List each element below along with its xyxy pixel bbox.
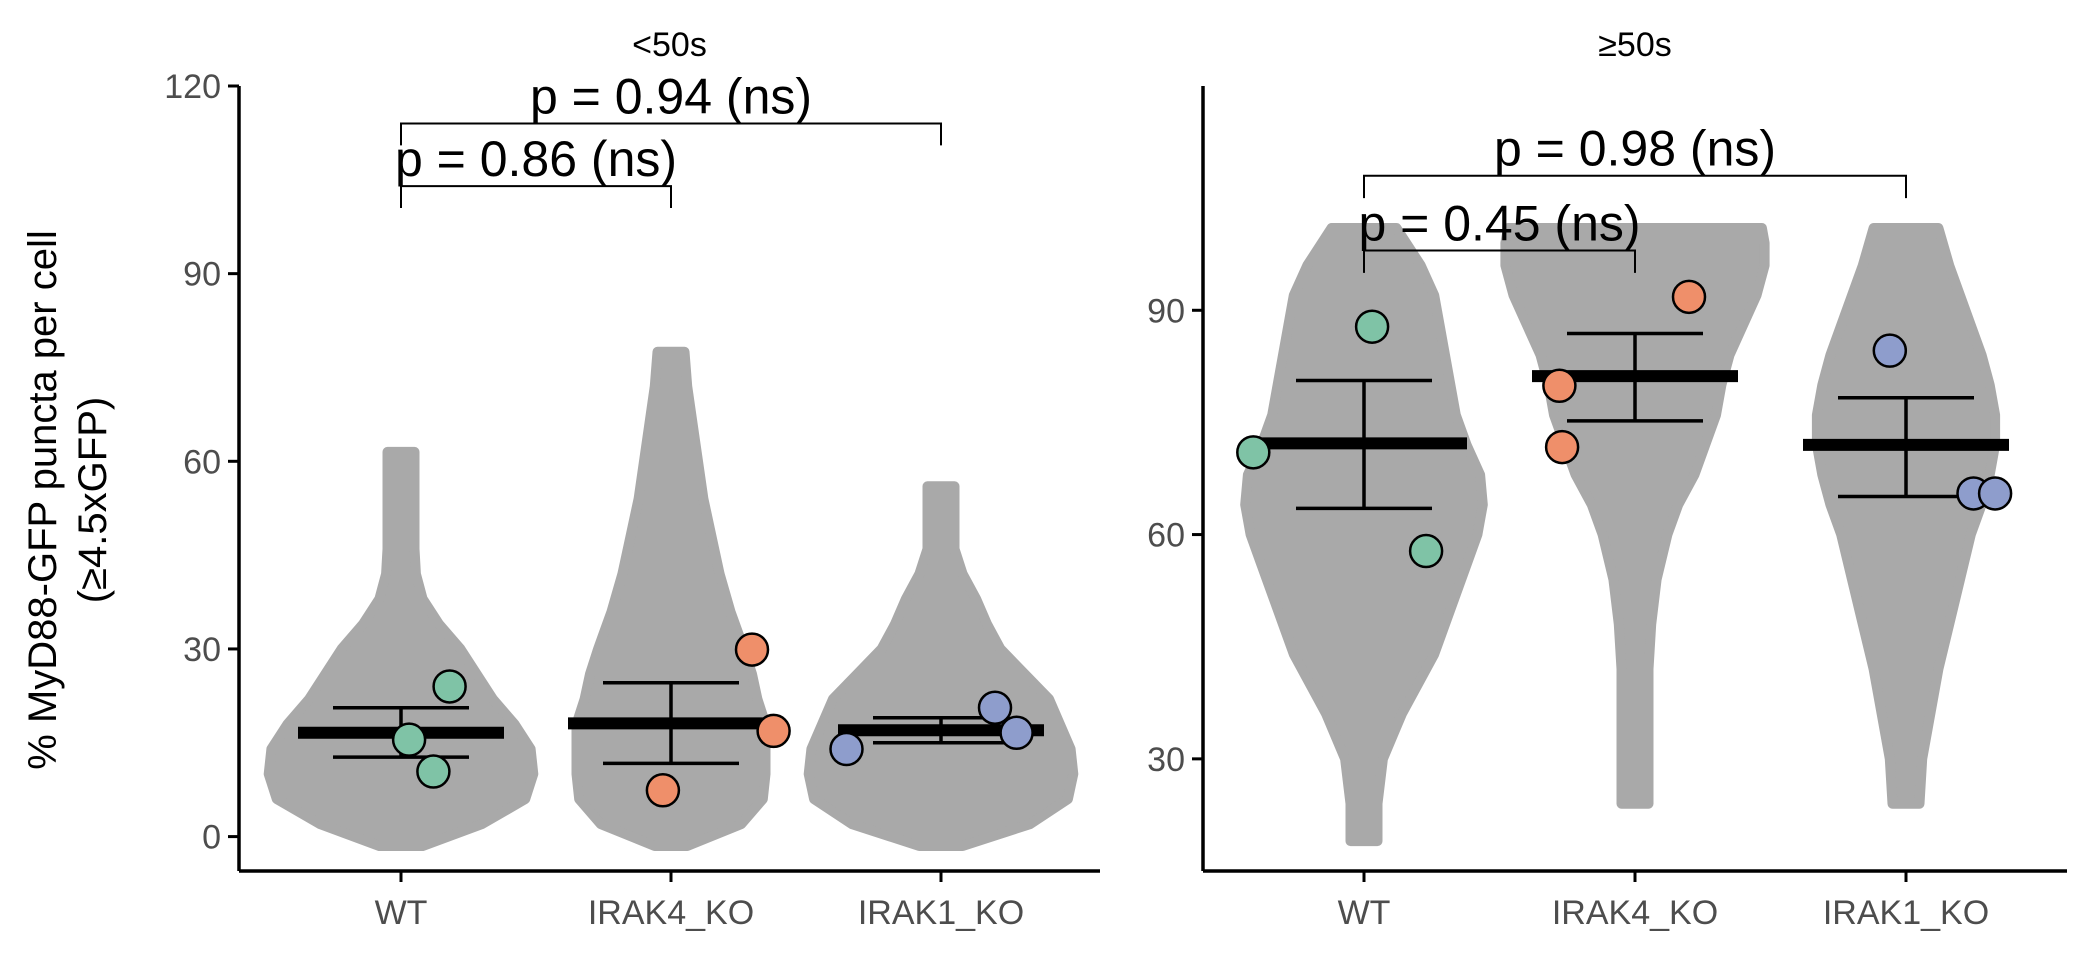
summary-WT xyxy=(1261,378,1467,511)
panels: <50s p = 0.94 (ns) p = 0.86 (ns) 0 30 60 90 120… xyxy=(164,26,2067,932)
point-IRAK1_KO xyxy=(1872,333,1908,368)
bracket-WT-IRAK1_KO: p = 0.98 (ns) xyxy=(1363,121,1907,199)
point-IRAK4_KO xyxy=(1544,429,1580,465)
point-WT xyxy=(416,754,451,789)
x-tick-label: IRAK4_KO xyxy=(1552,894,1718,932)
bracket-WT-IRAK1_KO: p = 0.94 (ns) xyxy=(400,69,942,146)
bracket-line xyxy=(1363,249,1636,273)
bracket-line xyxy=(400,122,942,146)
violin-IRAK1_KO xyxy=(803,481,1079,851)
y-tick-label: 90 xyxy=(183,256,221,294)
y-axis-label-line1: % MyD88-GFP puncta per cell xyxy=(21,230,65,769)
y-tick-label: 30 xyxy=(1147,741,1185,779)
bracket-line xyxy=(1363,174,1907,199)
violin-IRAK1_KO xyxy=(1811,223,2001,809)
panel-2: ≥50s p = 0.98 (ns) p = 0.45 (ns) 30 60 90 WT IR… xyxy=(1147,26,2067,932)
bracket-label: p = 0.98 (ns) xyxy=(1494,121,1776,177)
x-tick-label: IRAK4_KO xyxy=(588,894,754,932)
bracket-label: p = 0.94 (ns) xyxy=(530,69,812,125)
violin-IRAK4_KO xyxy=(1500,223,1770,809)
y-axis-label-line2: (≥4.5xGFP) xyxy=(71,397,115,603)
y-tick-label: 60 xyxy=(1147,517,1185,555)
point-WT xyxy=(1354,309,1390,344)
x-tick-label: WT xyxy=(1338,894,1391,932)
bracket-WT-IRAK4_KO: p = 0.86 (ns) xyxy=(395,131,677,208)
x-tick-label: IRAK1_KO xyxy=(858,894,1024,932)
y-tick-label: 90 xyxy=(1147,292,1185,330)
point-WT xyxy=(432,669,467,704)
point-WT xyxy=(1408,533,1444,569)
bracket-WT-IRAK4_KO: p = 0.45 (ns) xyxy=(1358,195,1641,273)
y-tick-label: 60 xyxy=(183,443,221,481)
facet-title: <50s xyxy=(632,26,707,64)
x-tick-label: IRAK1_KO xyxy=(1823,894,1989,932)
point-IRAK4_KO xyxy=(1671,279,1707,315)
summary-IRAK4_KO xyxy=(568,680,774,766)
point-IRAK4_KO xyxy=(756,713,791,749)
bracket-label: p = 0.45 (ns) xyxy=(1358,195,1640,251)
point-IRAK4_KO xyxy=(734,632,770,667)
point-IRAK1_KO xyxy=(1977,476,2013,511)
point-WT xyxy=(1236,435,1271,470)
violin-IRAK4_KO xyxy=(571,346,771,851)
point-WT xyxy=(391,722,427,757)
point-IRAK4_KO xyxy=(645,773,681,808)
point-IRAK1_KO xyxy=(977,690,1013,725)
point-IRAK4_KO xyxy=(1542,368,1577,404)
point-IRAK1_KO xyxy=(999,715,1034,751)
summary-IRAK1_KO xyxy=(1803,396,2009,499)
violin-WT xyxy=(263,446,539,851)
bracket-label: p = 0.86 (ns) xyxy=(395,131,677,187)
panel-1: <50s p = 0.94 (ns) p = 0.86 (ns) 0 30 60 90 120… xyxy=(164,26,1100,932)
y-tick-label: 30 xyxy=(183,631,221,669)
y-tick-label: 0 xyxy=(202,819,221,857)
y-tick-label: 120 xyxy=(164,68,221,106)
bracket-line xyxy=(400,185,672,208)
facet-title: ≥50s xyxy=(1598,26,1671,64)
point-IRAK1_KO xyxy=(829,731,864,767)
x-tick-label: WT xyxy=(375,894,428,932)
